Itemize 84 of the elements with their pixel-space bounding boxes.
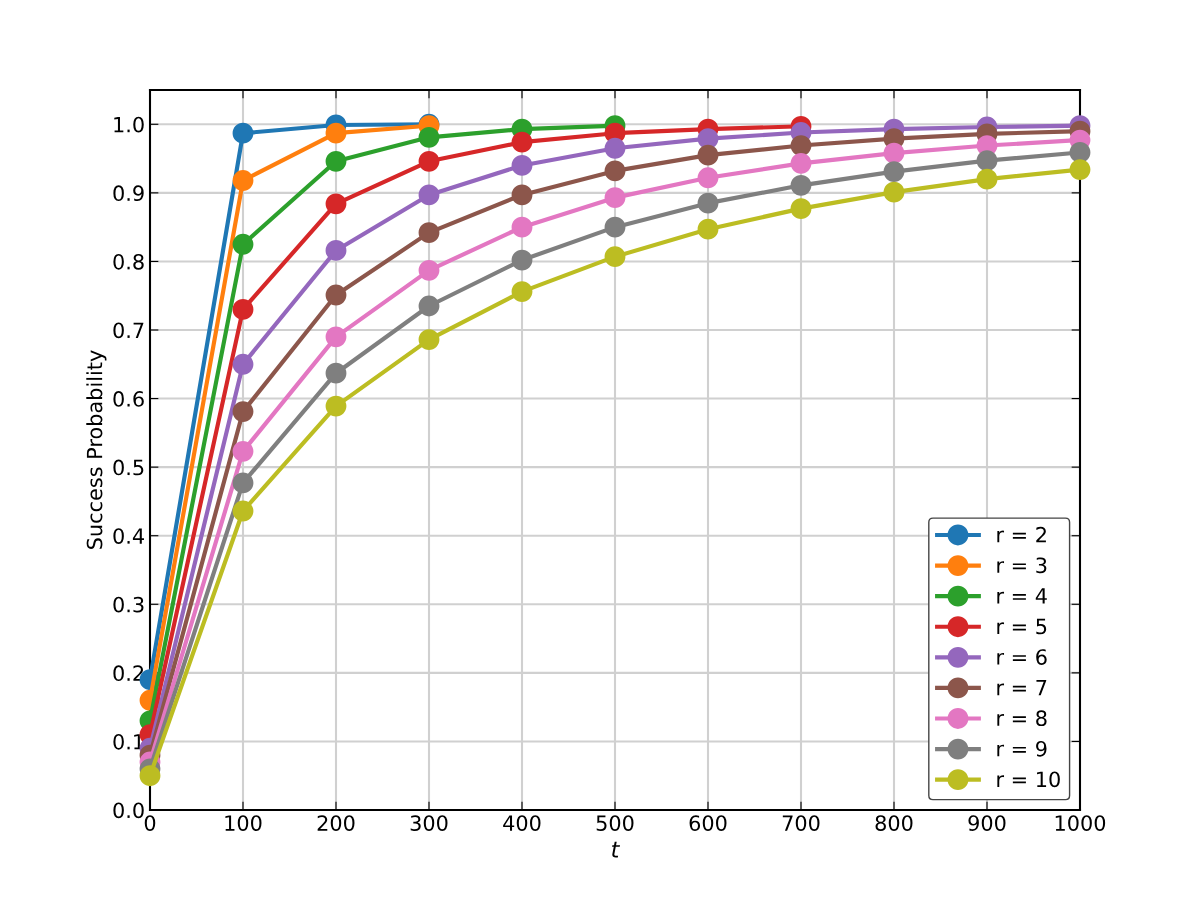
legend-label: r = 9 (997, 740, 1047, 757)
x-tick-label: 0 (144, 815, 156, 831)
point (325, 395, 347, 417)
point (697, 144, 719, 166)
x-tick-label: 400 (503, 815, 541, 831)
y-tick-label: 0.3 (113, 596, 144, 613)
legend-label: r = 10 (997, 771, 1060, 788)
y-tick-label: 0.4 (113, 528, 144, 544)
y-tick-label: 1.0 (114, 116, 144, 133)
point (325, 122, 347, 144)
point (325, 362, 347, 384)
legend-label: r = 6 (997, 649, 1047, 665)
point (883, 142, 905, 164)
point (790, 152, 812, 174)
x-tick-label: 1000 (1055, 815, 1106, 831)
legend-label: r = 7 (997, 679, 1047, 696)
x-tick-label: 900 (968, 815, 1006, 831)
point (325, 326, 347, 348)
point (511, 184, 533, 206)
point (697, 218, 719, 240)
point (232, 233, 254, 255)
point (883, 161, 905, 183)
point (790, 198, 812, 220)
point (232, 122, 254, 144)
point (232, 299, 254, 320)
x-tick-label: 800 (875, 815, 913, 831)
x-tick-label: 200 (317, 815, 355, 831)
y-tick-label: 0.0 (113, 802, 144, 819)
point (511, 216, 533, 238)
legend-label: r = 2 (997, 526, 1046, 543)
point (418, 295, 440, 317)
point (1069, 141, 1091, 163)
point (976, 168, 998, 190)
point (976, 150, 998, 172)
x-tick-label: 600 (689, 815, 727, 831)
y-tick-label: 0.8 (113, 253, 144, 270)
point (697, 192, 719, 214)
point (604, 187, 626, 209)
point (418, 222, 440, 244)
point (511, 131, 533, 153)
x-tick-label: 100 (225, 815, 262, 831)
point (1069, 159, 1091, 180)
point (232, 401, 254, 423)
y-axis-title: Success Probability (86, 350, 107, 549)
point (325, 150, 347, 172)
point (511, 249, 533, 271)
point (790, 174, 812, 196)
point (232, 170, 254, 191)
point (418, 184, 440, 206)
point (511, 281, 533, 303)
point (325, 284, 347, 306)
point (883, 181, 905, 203)
point (790, 135, 812, 156)
point (232, 500, 254, 522)
legend-label: r = 5 (997, 618, 1047, 635)
point (511, 155, 533, 176)
point (325, 193, 347, 215)
y-tick-label: 0.6 (113, 391, 144, 407)
point (418, 150, 440, 172)
y-tick-label: 0.7 (113, 322, 144, 339)
legend-label: r = 8 (997, 710, 1047, 727)
point (232, 472, 254, 494)
point (418, 259, 440, 281)
x-tick-label: 300 (410, 815, 448, 831)
legend-label: r = 4 (997, 588, 1047, 604)
y-tick-label: 0.5 (113, 459, 144, 476)
point (232, 440, 254, 462)
point (232, 353, 254, 375)
x-tick-label: 500 (596, 815, 634, 831)
point (604, 160, 626, 182)
point (139, 765, 161, 787)
point (697, 167, 719, 189)
point (604, 246, 626, 268)
y-tick-label: 0.1 (113, 733, 144, 750)
point (604, 216, 626, 238)
point (325, 240, 347, 261)
point (604, 137, 626, 159)
y-tick-label: 0.2 (113, 665, 144, 682)
point (418, 126, 440, 148)
y-tick-label: 0.9 (113, 185, 144, 202)
point (418, 329, 440, 351)
legend-label: r = 3 (997, 557, 1047, 574)
x-tick-label: 700 (782, 815, 820, 831)
x-axis-title: t (612, 841, 621, 858)
